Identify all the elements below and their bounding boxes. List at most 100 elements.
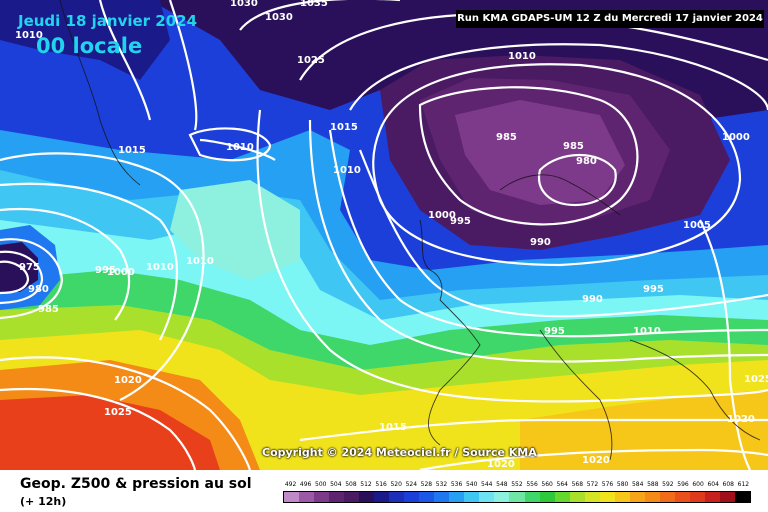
legend-value: 536 bbox=[450, 481, 463, 488]
legend-value: 516 bbox=[375, 481, 387, 488]
legend-swatch bbox=[734, 492, 750, 502]
legend-swatch bbox=[659, 492, 675, 502]
legend-value: 512 bbox=[360, 481, 372, 488]
pressure-label: 1020 bbox=[727, 414, 755, 425]
pressure-labels: 1030 1035 1030 1025 1010 1015 1010 1015 … bbox=[15, 0, 768, 470]
coastline-france-iberia bbox=[428, 299, 481, 446]
isobar-1010-loop bbox=[188, 127, 272, 162]
pressure-label: 1010 bbox=[633, 326, 661, 337]
legend-swatch bbox=[584, 492, 600, 502]
legend-value: 524 bbox=[405, 481, 418, 488]
field-z500-500 bbox=[455, 100, 625, 205]
pressure-label: 1000 bbox=[107, 267, 135, 278]
legend-value: 580 bbox=[616, 481, 629, 488]
pressure-label: 1020 bbox=[582, 455, 610, 466]
pressure-label: 1025 bbox=[297, 55, 325, 66]
copyright-notice: Copyright © 2024 Meteociel.fr / Source K… bbox=[262, 446, 537, 459]
isobar-1030 bbox=[239, 0, 400, 31]
legend-swatch bbox=[479, 492, 495, 502]
coastline-italy bbox=[539, 329, 613, 461]
legend-value: 508 bbox=[345, 481, 357, 488]
legend-value: 564 bbox=[556, 481, 568, 488]
pressure-label: 995 bbox=[544, 326, 565, 337]
isobar-995-south bbox=[358, 149, 768, 318]
legend-swatch bbox=[509, 492, 525, 502]
legend-swatch bbox=[554, 492, 570, 502]
coastline-scandinavia bbox=[499, 174, 621, 216]
legend-swatch bbox=[569, 492, 585, 502]
legend-value: 552 bbox=[511, 481, 523, 488]
legend-value: 588 bbox=[647, 481, 659, 488]
pressure-label: 1020 bbox=[487, 459, 515, 470]
pressure-label: 1015 bbox=[379, 422, 407, 433]
forecast-step: (+ 12h) bbox=[20, 495, 67, 508]
legend-value: 528 bbox=[420, 481, 433, 488]
isobar-1020-west bbox=[0, 356, 252, 470]
pressure-label: 1010 bbox=[508, 51, 536, 62]
legend-swatch bbox=[704, 492, 720, 502]
pressure-label: 990 bbox=[582, 294, 603, 305]
isobar-1005-east bbox=[699, 219, 751, 470]
legend-value: 600 bbox=[692, 481, 704, 488]
pressure-label: 1000 bbox=[428, 210, 456, 221]
coastline-britain bbox=[419, 219, 443, 301]
isobar-1015-west bbox=[0, 152, 205, 401]
pressure-label: 1020 bbox=[114, 375, 142, 386]
legend-swatches bbox=[283, 491, 751, 503]
legend-value: 560 bbox=[541, 481, 553, 488]
isobar-1005-south bbox=[308, 119, 768, 363]
pressure-label: 1015 bbox=[330, 122, 358, 133]
legend-swatch bbox=[299, 492, 315, 502]
pressure-label: 1025 bbox=[104, 407, 132, 418]
legend-swatch bbox=[524, 492, 540, 502]
legend-value: 544 bbox=[481, 481, 493, 488]
legend-value: 596 bbox=[677, 481, 689, 488]
legend-swatch bbox=[599, 492, 615, 502]
pressure-label: 975 bbox=[19, 262, 40, 273]
legend-swatch bbox=[374, 492, 390, 502]
isobar-980-west bbox=[0, 250, 44, 305]
isobar-1005-west bbox=[0, 208, 131, 321]
legend-swatch bbox=[359, 492, 375, 502]
isobar-985-west bbox=[0, 238, 64, 320]
legend-swatch bbox=[404, 492, 420, 502]
pressure-label: 995 bbox=[450, 216, 471, 227]
isobar-1015-south bbox=[299, 418, 768, 442]
legend-value: 492 bbox=[284, 481, 297, 488]
legend-value: 568 bbox=[571, 481, 584, 488]
isobar-1010-nw bbox=[98, 0, 152, 121]
isobar-985-loop bbox=[418, 86, 639, 226]
pressure-label: 995 bbox=[643, 284, 664, 295]
legend-swatch bbox=[314, 492, 330, 502]
pressure-label: 1025 bbox=[744, 374, 768, 385]
legend-value: 612 bbox=[737, 481, 750, 488]
forecast-time: 00 locale bbox=[36, 34, 143, 58]
weather-map: 1030 1035 1030 1025 1010 1015 1010 1015 … bbox=[0, 0, 768, 470]
legend-swatch bbox=[329, 492, 345, 502]
legend-value: 504 bbox=[330, 481, 342, 488]
legend-value: 496 bbox=[299, 481, 312, 488]
legend-value: 604 bbox=[707, 481, 719, 488]
isobar-1010-west bbox=[0, 182, 178, 341]
isobar-1010-mid bbox=[199, 138, 276, 161]
pressure-label: 1015 bbox=[118, 145, 146, 156]
pressure-label: 1010 bbox=[333, 165, 361, 176]
pressure-label: 985 bbox=[38, 304, 59, 315]
legend-value: 572 bbox=[586, 481, 599, 488]
pressure-label: 980 bbox=[28, 284, 49, 295]
legend-swatch bbox=[344, 492, 360, 502]
legend-swatch bbox=[449, 492, 465, 502]
run-info-banner: Run KMA GDAPS-UM 12 Z du Mercredi 17 jan… bbox=[456, 10, 764, 28]
legend-value: 540 bbox=[465, 481, 478, 488]
isobar-1010-south bbox=[256, 109, 768, 403]
pressure-label: 990 bbox=[530, 237, 551, 248]
legend-swatch bbox=[284, 492, 300, 502]
legend-value: 548 bbox=[496, 481, 508, 488]
field-z500-516 bbox=[0, 0, 170, 80]
isobar-1020-south bbox=[419, 448, 768, 470]
isobar-1015-nw bbox=[168, 0, 198, 131]
legend-swatch bbox=[389, 492, 405, 502]
pressure-label: 995 bbox=[95, 265, 116, 276]
pressure-label: 1030 bbox=[265, 12, 293, 23]
legend-swatch bbox=[539, 492, 555, 502]
